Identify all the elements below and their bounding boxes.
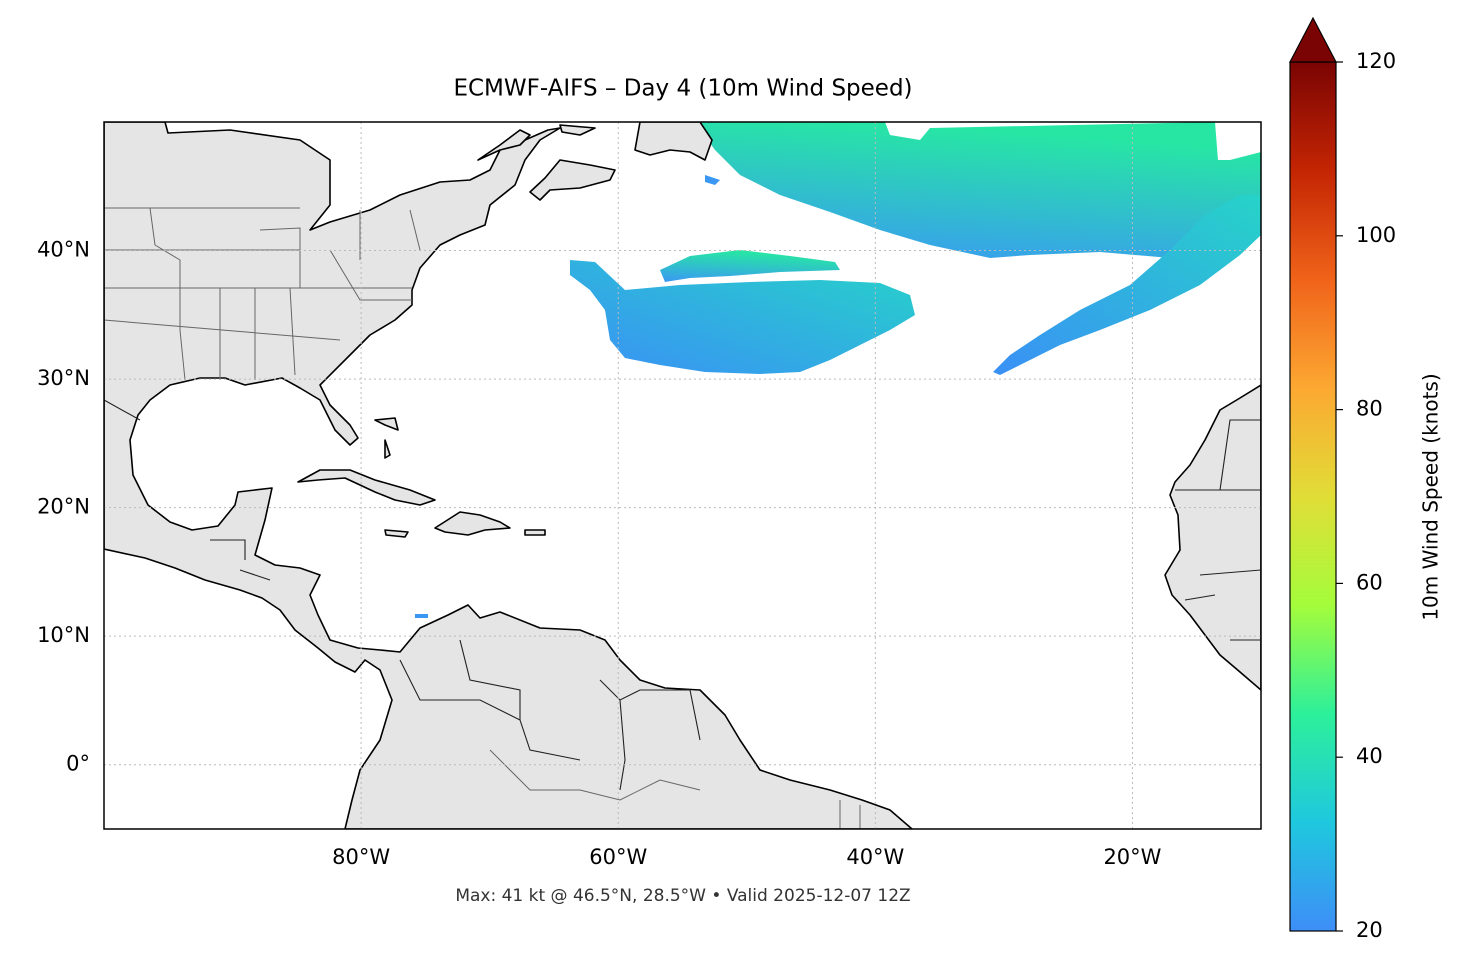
x-tick-label: 60°W: [589, 845, 647, 869]
colorbar: [1289, 61, 1337, 932]
colorbar-tick-label: 100: [1356, 223, 1396, 247]
colorbar-extension: [1289, 16, 1337, 63]
wind-field: [570, 260, 915, 374]
state-borders: [104, 207, 421, 381]
colorbar-label: 10m Wind Speed (knots): [1419, 373, 1443, 620]
colorbar-tick-label: 120: [1356, 49, 1396, 73]
land-africa: [1164, 384, 1261, 691]
y-tick-label: 30°N: [37, 366, 90, 390]
land-canada-east: [477, 122, 713, 201]
colorbar-tick-label: 20: [1356, 918, 1383, 942]
footnote: Max: 41 kt @ 46.5°N, 28.5°W • Valid 2025…: [455, 886, 910, 906]
country-borders: [104, 399, 1261, 791]
y-tick-label: 20°N: [37, 495, 90, 519]
region-borders: [489, 749, 861, 829]
x-tick-label: 80°W: [332, 845, 390, 869]
y-tick-label: 40°N: [37, 238, 90, 262]
land-americas: [104, 122, 913, 829]
map-area: [104, 122, 1261, 829]
y-tick-label: 0°: [66, 752, 90, 776]
wind-field: [660, 250, 840, 282]
colorbar-tick-label: 80: [1356, 397, 1383, 421]
x-tick-label: 40°W: [846, 845, 904, 869]
map-title: ECMWF-AIFS – Day 4 (10m Wind Speed): [453, 76, 912, 102]
y-tick-label: 10°N: [37, 623, 90, 647]
colorbar-tick-label: 40: [1356, 744, 1383, 768]
colorbar-tick-label: 60: [1356, 570, 1383, 594]
land-caribbean: [297, 417, 546, 538]
wind-field: [415, 175, 720, 618]
map-frame: [103, 121, 1262, 830]
wind-field: [695, 122, 1261, 258]
wind-field: [993, 195, 1261, 375]
x-tick-label: 20°W: [1103, 845, 1161, 869]
